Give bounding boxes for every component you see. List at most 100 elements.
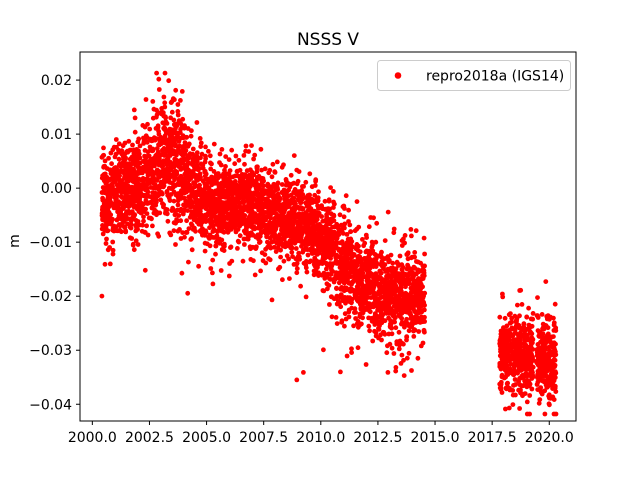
data-point [223, 154, 229, 160]
data-point [367, 264, 373, 269]
data-point [108, 150, 114, 156]
data-point [184, 199, 190, 204]
data-point [161, 125, 167, 131]
data-point [328, 185, 333, 191]
data-point [272, 200, 278, 206]
data-point [333, 255, 339, 260]
data-point [124, 161, 129, 167]
data-point [279, 182, 285, 187]
data-point [101, 203, 107, 208]
data-point [184, 230, 189, 235]
data-point [177, 208, 183, 214]
data-point [168, 167, 174, 173]
data-point [142, 230, 148, 235]
data-point [214, 233, 220, 239]
data-point [210, 270, 215, 276]
data-point [379, 337, 384, 343]
data-point [156, 169, 162, 174]
data-point [141, 218, 146, 224]
data-point [379, 289, 385, 294]
data-point [116, 216, 121, 221]
data-point [160, 140, 166, 145]
data-point [245, 195, 251, 201]
data-point [497, 341, 503, 347]
data-point [257, 218, 263, 224]
data-point [319, 205, 325, 211]
data-point [298, 283, 303, 289]
data-point [195, 200, 201, 206]
data-point [506, 405, 512, 411]
data-point [297, 237, 302, 243]
data-point [544, 368, 550, 374]
data-point [276, 220, 282, 226]
x-axis-ticks: 2000.0 2002.5 2005.0 2007.5 2010.0 2012.5 2015… [68, 421, 574, 446]
data-point [104, 221, 109, 226]
data-point [176, 182, 182, 188]
data-point [163, 206, 169, 212]
data-point [379, 316, 385, 321]
data-point [106, 155, 111, 161]
data-point [267, 257, 273, 263]
data-point [190, 151, 196, 157]
data-point [525, 358, 531, 363]
y-axis-label: m [7, 234, 23, 248]
data-point [171, 138, 177, 144]
data-point [226, 157, 232, 163]
data-point [387, 279, 393, 284]
data-point [132, 179, 138, 185]
data-point [184, 218, 190, 224]
data-point [207, 153, 213, 159]
data-point [500, 291, 505, 297]
data-point [325, 252, 331, 258]
data-point [273, 233, 279, 239]
data-point [155, 123, 161, 129]
data-point [130, 142, 135, 148]
data-point [316, 189, 321, 195]
data-point [298, 221, 304, 227]
data-point [223, 191, 228, 196]
data-point [101, 172, 107, 177]
data-point [241, 236, 247, 242]
data-point [408, 227, 414, 232]
data-point [176, 213, 182, 218]
data-point [234, 183, 240, 188]
data-point [144, 223, 150, 229]
data-point [118, 150, 124, 156]
data-point [99, 226, 105, 232]
data-point [377, 268, 383, 274]
data-point [404, 355, 410, 361]
data-point [373, 239, 379, 245]
data-point [539, 312, 545, 317]
data-point [233, 228, 239, 234]
data-point [265, 190, 270, 196]
data-point [344, 232, 350, 237]
data-point [208, 160, 213, 166]
data-point [265, 181, 271, 187]
data-point [522, 391, 528, 396]
data-point [328, 271, 334, 277]
data-point [122, 182, 127, 188]
data-point [142, 187, 148, 193]
data-point [113, 176, 119, 182]
data-point [150, 161, 156, 167]
data-point [316, 212, 322, 218]
data-point [229, 258, 235, 264]
data-point [245, 236, 251, 242]
data-point [117, 227, 123, 233]
data-point [151, 135, 157, 141]
data-point [144, 177, 150, 183]
data-point [327, 302, 332, 307]
data-point [232, 173, 238, 179]
data-point [540, 341, 546, 347]
data-point [145, 121, 150, 127]
data-point [204, 201, 210, 206]
data-point [337, 212, 343, 218]
data-point [269, 297, 275, 303]
data-point [162, 179, 167, 185]
data-point [180, 230, 186, 236]
data-point [280, 277, 285, 283]
data-point [552, 301, 558, 307]
data-point [276, 214, 282, 220]
data-point [172, 212, 178, 218]
data-point [315, 195, 321, 201]
